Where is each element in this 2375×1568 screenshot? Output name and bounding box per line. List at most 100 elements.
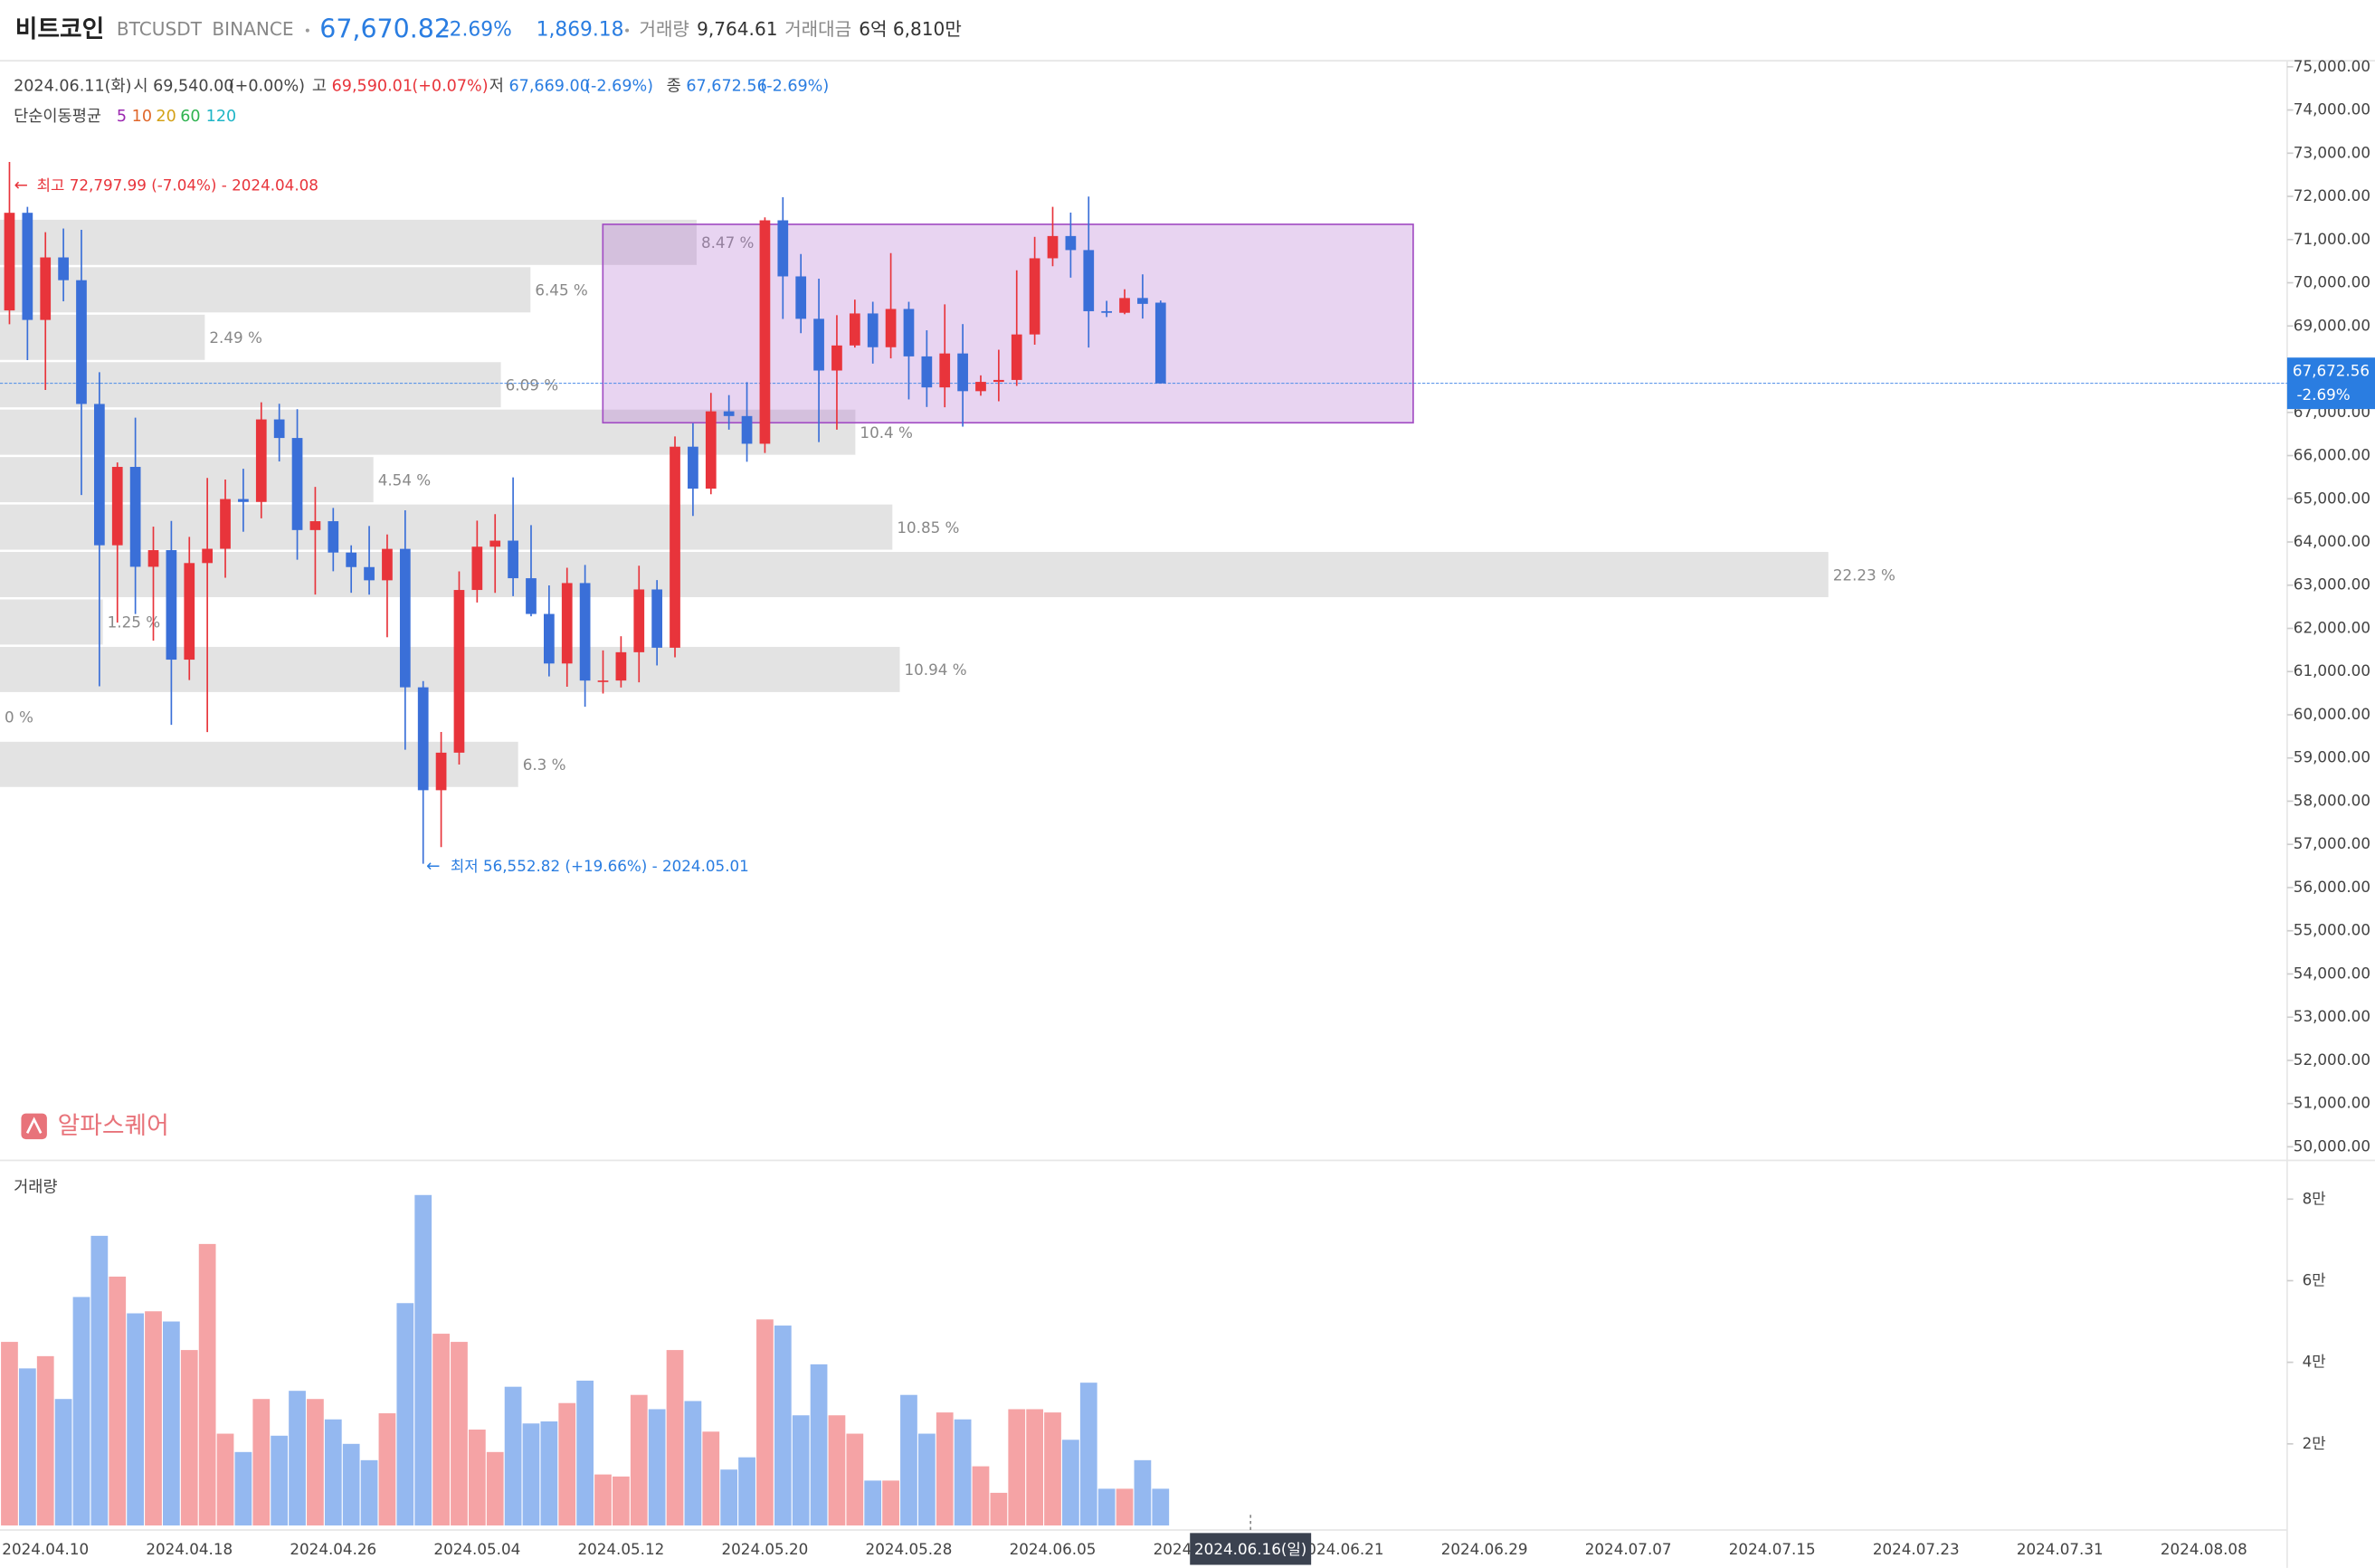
y-tick-label: 8만 — [2303, 1189, 2326, 1207]
price: 67,670.82 — [319, 14, 451, 44]
candle-body — [561, 583, 573, 664]
x-tick-label: 2024.04.10 — [2, 1540, 89, 1558]
volume-bar — [720, 1469, 738, 1525]
info-value: (+0.00%) — [229, 78, 305, 96]
info-value: 67,669.00 — [509, 78, 590, 96]
volume-bar — [163, 1321, 180, 1525]
candle-body — [1011, 334, 1022, 380]
candle-body — [741, 415, 753, 444]
volume-bar — [289, 1391, 306, 1525]
volume-bar — [72, 1297, 90, 1525]
info-label: 저 — [489, 78, 504, 96]
volume-bar — [540, 1421, 558, 1525]
volume-bar — [1116, 1488, 1134, 1525]
candle-body — [975, 382, 986, 392]
candle-body — [903, 309, 915, 356]
candle-body — [255, 419, 267, 502]
volume-bar — [234, 1451, 252, 1525]
change: 1,869.18 — [537, 19, 624, 42]
info-value: 69,540.00 — [153, 78, 233, 96]
volume-bar — [990, 1492, 1008, 1525]
y-tick-label: 4만 — [2303, 1353, 2326, 1371]
volume-bar — [360, 1459, 378, 1525]
candle-body — [184, 563, 195, 660]
volume-bar — [1008, 1409, 1026, 1525]
volume-bar — [810, 1364, 828, 1525]
candle-body — [759, 220, 771, 444]
volume-bar — [648, 1409, 666, 1525]
y-tick-label: 75,000.00 — [2294, 57, 2370, 75]
info-date: 2024.06.11(화) — [14, 78, 131, 96]
y-tick-label: 51,000.00 — [2294, 1094, 2370, 1112]
y-tick-label: 2만 — [2303, 1434, 2326, 1452]
info-label: 시 — [133, 78, 147, 96]
candle-body — [129, 467, 141, 567]
ma-legend-period: 10 — [132, 108, 152, 126]
profile-label: 1.25 % — [108, 613, 160, 632]
candle-body — [147, 550, 159, 567]
candle-body — [76, 280, 87, 404]
candle-body — [382, 548, 393, 581]
candle-body — [1137, 298, 1148, 304]
current-price-box — [2286, 357, 2375, 410]
volume-bar — [90, 1235, 109, 1525]
candle-body — [1119, 298, 1130, 313]
candle-body — [471, 546, 483, 591]
profile-bar — [0, 646, 900, 692]
x-tick-label: 2024.05.12 — [577, 1540, 664, 1558]
candle-body — [399, 548, 411, 688]
y-tick-label: 59,000.00 — [2294, 748, 2370, 766]
candle-body — [202, 548, 214, 564]
volume-bar — [792, 1415, 810, 1525]
high-arrow: ← — [14, 176, 27, 195]
candle-body — [993, 379, 1004, 383]
y-tick-label: 63,000.00 — [2294, 575, 2370, 594]
candle-body — [58, 257, 69, 280]
y-tick-label: 72,000.00 — [2294, 186, 2370, 204]
volume-bar — [451, 1342, 468, 1525]
info-value: (-2.69%) — [760, 78, 829, 96]
y-tick-label: 50,000.00 — [2294, 1136, 2370, 1155]
info-value: (-2.69%) — [584, 78, 653, 96]
profile-label: 10.85 % — [897, 518, 959, 537]
current-price-label: 67,672.56 — [2293, 361, 2370, 379]
volume-bar — [1026, 1409, 1043, 1525]
volume-bar — [1097, 1488, 1116, 1525]
x-tick-label: 2024.06.29 — [1441, 1540, 1528, 1558]
candle-body — [939, 353, 951, 388]
turnover-label: 거래대금 — [784, 18, 851, 40]
candle-body — [777, 220, 789, 277]
logo-glyph — [25, 1117, 43, 1134]
x-tick-label: 2024.08.08 — [2161, 1540, 2247, 1558]
x-tick-label: 2024.04.26 — [290, 1540, 376, 1558]
y-tick-label: 65,000.00 — [2294, 489, 2370, 507]
candle-body — [309, 521, 321, 530]
candle-body — [328, 521, 339, 553]
volume-bar — [917, 1433, 936, 1525]
volume: 9,764.61 — [697, 18, 777, 40]
profile-label: 0 % — [5, 708, 33, 727]
candle-body — [1101, 310, 1113, 313]
y-tick-label: 56,000.00 — [2294, 878, 2370, 896]
y-tick-label: 53,000.00 — [2294, 1007, 2370, 1025]
volume-bar — [36, 1355, 54, 1525]
volume-bar — [414, 1194, 432, 1525]
volume-bar — [594, 1474, 612, 1525]
volume-bar — [1044, 1412, 1061, 1525]
volume-bar — [145, 1311, 162, 1525]
candle-body — [670, 446, 680, 648]
candle-body — [705, 411, 717, 489]
candle-body — [4, 213, 15, 311]
high-annotation: 최고 72,797.99 (-7.04%) - 2024.04.08 — [37, 176, 318, 195]
x-tick-label: 2024.07.07 — [1585, 1540, 1672, 1558]
candle-body — [597, 680, 609, 682]
candle-body — [688, 446, 698, 489]
volume-bar — [1152, 1488, 1170, 1525]
profile-bar — [0, 362, 501, 408]
info-value: 69,590.01 — [332, 78, 413, 96]
symbol: BTCUSDT — [117, 18, 203, 40]
candle-body — [526, 578, 537, 614]
profile-label: 22.23 % — [1833, 565, 1895, 584]
volume-bar — [396, 1303, 414, 1525]
